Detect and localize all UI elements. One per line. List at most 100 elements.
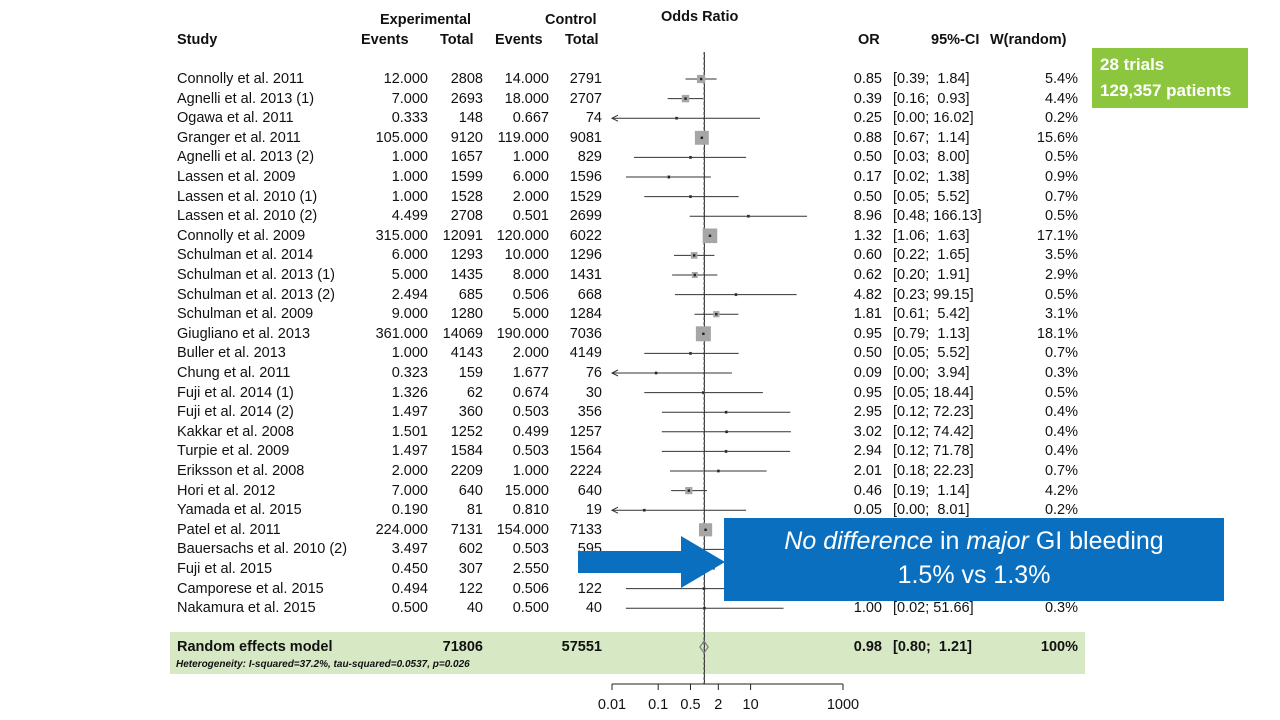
row-c-events: 14.000 xyxy=(504,71,549,87)
row-e-total: 602 xyxy=(458,541,483,558)
row-c-total: 4149 xyxy=(569,345,602,362)
row-c-total: 1257 xyxy=(569,423,602,440)
row-study-name: Turpie et al. 2009 xyxy=(177,443,290,460)
summary-or: 0.98 xyxy=(853,639,882,655)
row-study-name: Yamada et al. 2015 xyxy=(177,502,302,519)
row-c-events: 0.506 xyxy=(512,286,549,303)
row-e-total: 1252 xyxy=(450,423,483,440)
row-e-events: 3.497 xyxy=(391,541,428,558)
callout-line-2: 1.5% vs 1.3% xyxy=(897,561,1051,589)
row-e-events: 1.501 xyxy=(391,423,428,440)
row-e-total: 148 xyxy=(458,110,483,127)
row-or: 0.25 xyxy=(853,110,882,127)
row-e-events: 1.497 xyxy=(391,404,428,421)
row-or: 0.95 xyxy=(853,384,882,401)
row-weight: 0.7% xyxy=(1044,463,1078,479)
row-ci: [0.02; 51.66] xyxy=(893,600,974,617)
row-study-name: Eriksson et al. 2008 xyxy=(177,463,305,479)
row-e-events: 0.494 xyxy=(391,580,428,597)
row-c-events: 190.000 xyxy=(496,325,549,342)
row-e-total: 1584 xyxy=(450,443,483,460)
row-or: 1.32 xyxy=(853,227,882,244)
point-estimate xyxy=(734,293,738,296)
row-ci: [0.61; 5.42] xyxy=(893,306,970,323)
row-ci: [0.22; 1.65] xyxy=(893,247,970,264)
row-c-events: 2.000 xyxy=(512,345,549,362)
row-weight: 0.7% xyxy=(1044,188,1078,205)
row-study-name: Schulman et al. 2013 (2) xyxy=(177,286,335,303)
row-e-events: 315.000 xyxy=(375,227,428,244)
summary-ci: [0.80; 1.21] xyxy=(893,639,972,655)
row-e-total: 1293 xyxy=(450,247,483,264)
row-c-events: 6.000 xyxy=(512,169,549,185)
point-estimate xyxy=(689,195,692,198)
row-c-total: 30 xyxy=(585,384,602,401)
row-or: 0.50 xyxy=(853,149,882,166)
row-study-name: Granger et al. 2011 xyxy=(177,129,301,146)
row-c-events: 119.000 xyxy=(497,129,549,146)
row-c-total: 74 xyxy=(585,110,602,127)
row-ci: [0.16; 0.93] xyxy=(893,90,970,107)
row-e-total: 14069 xyxy=(442,325,483,342)
row-c-total: 2707 xyxy=(569,90,602,107)
row-or: 0.05 xyxy=(853,502,882,519)
row-c-total: 1296 xyxy=(569,247,602,264)
row-weight: 0.2% xyxy=(1044,502,1078,519)
row-e-total: 12091 xyxy=(442,227,483,244)
row-e-total: 81 xyxy=(466,502,483,519)
point-estimate xyxy=(702,587,706,590)
row-e-events: 2.000 xyxy=(391,463,428,479)
row-e-total: 62 xyxy=(466,384,483,401)
row-e-events: 5.000 xyxy=(391,267,428,283)
row-e-events: 0.450 xyxy=(391,561,428,577)
summary-weight: 100% xyxy=(1040,639,1078,655)
row-or: 0.85 xyxy=(853,71,882,87)
row-c-events: 0.667 xyxy=(512,110,549,127)
header-control: Control xyxy=(545,12,597,28)
chart-title: Odds Ratio xyxy=(661,9,739,25)
row-or: 3.02 xyxy=(853,423,882,440)
callout-line-1: No difference in major GI bleeding xyxy=(784,527,1164,555)
row-e-total: 2209 xyxy=(450,463,483,479)
row-e-total: 1435 xyxy=(450,267,483,283)
row-e-total: 4143 xyxy=(450,345,483,362)
row-study-name: Bauersachs et al. 2010 (2) xyxy=(177,541,348,558)
row-c-total: 356 xyxy=(577,404,602,421)
row-e-total: 1528 xyxy=(450,188,483,205)
row-weight: 0.2% xyxy=(1044,110,1078,127)
row-e-events: 0.190 xyxy=(391,502,428,519)
row-study-name: Lassen et al. 2010 (2) xyxy=(177,208,318,225)
row-e-events: 1.326 xyxy=(391,384,428,401)
header-e-events: Events xyxy=(361,32,409,48)
row-c-events: 0.674 xyxy=(512,384,549,401)
row-or: 8.96 xyxy=(853,208,882,225)
row-e-events: 1.000 xyxy=(391,345,428,362)
point-estimate xyxy=(702,332,705,335)
header-weight: W(random) xyxy=(990,32,1067,48)
row-c-events: 2.000 xyxy=(512,188,549,205)
row-c-events: 120.000 xyxy=(496,227,549,244)
row-ci: [0.12; 72.23] xyxy=(893,404,974,421)
row-e-total: 2708 xyxy=(450,208,483,225)
trials-badge: 28 trials 129,357 patients xyxy=(1092,48,1248,108)
point-estimate xyxy=(703,607,706,610)
row-e-total: 1657 xyxy=(450,149,483,166)
row-c-events: 0.503 xyxy=(512,404,549,421)
point-estimate xyxy=(667,175,671,179)
row-weight: 2.9% xyxy=(1044,267,1078,283)
row-or: 0.17 xyxy=(853,169,882,185)
row-ci: [0.02; 1.38] xyxy=(893,169,970,185)
row-ci: [0.18; 22.23] xyxy=(893,463,974,479)
row-weight: 3.5% xyxy=(1044,247,1078,264)
summary-label: Random effects model xyxy=(177,639,333,655)
point-estimate xyxy=(692,254,696,257)
row-c-total: 19 xyxy=(585,502,602,519)
point-estimate xyxy=(689,352,692,355)
row-weight: 0.4% xyxy=(1044,404,1078,421)
row-or: 0.50 xyxy=(853,188,882,205)
point-estimate xyxy=(654,371,658,375)
row-study-name: Camporese et al. 2015 xyxy=(177,580,324,597)
row-e-total: 122 xyxy=(458,580,483,597)
row-e-total: 2693 xyxy=(450,90,483,107)
